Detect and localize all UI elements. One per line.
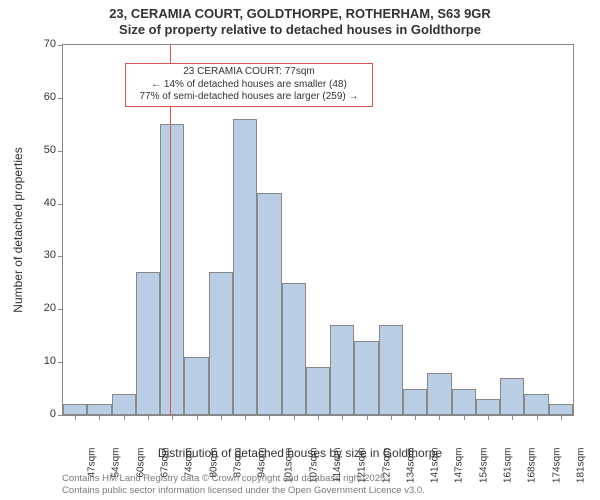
bar [136, 272, 160, 415]
xtick-mark [269, 415, 270, 420]
xtick-mark [318, 415, 319, 420]
bar [354, 341, 378, 415]
footer-line-1: Contains HM Land Registry data © Crown c… [62, 473, 425, 484]
xtick-mark [245, 415, 246, 420]
bar [379, 325, 403, 415]
xtick-mark [124, 415, 125, 420]
bar [87, 404, 111, 415]
ytick-label: 20 [16, 302, 56, 314]
annotation-box: 23 CERAMIA COURT: 77sqm← 14% of detached… [125, 63, 373, 107]
ytick-label: 0 [16, 408, 56, 420]
bar [524, 394, 548, 415]
xtick-mark [439, 415, 440, 420]
chart-title: 23, CERAMIA COURT, GOLDTHORPE, ROTHERHAM… [0, 6, 600, 37]
bar [63, 404, 87, 415]
bar [330, 325, 354, 415]
title-line-2: Size of property relative to detached ho… [0, 22, 600, 38]
xtick-mark [488, 415, 489, 420]
xtick-mark [561, 415, 562, 420]
footer-line-2: Contains public sector information licen… [62, 485, 425, 496]
xtick-mark [99, 415, 100, 420]
xtick-mark [367, 415, 368, 420]
xtick-mark [512, 415, 513, 420]
ytick-mark [58, 98, 63, 99]
bar [257, 193, 281, 415]
xtick-mark [342, 415, 343, 420]
xtick-mark [294, 415, 295, 420]
xtick-mark [221, 415, 222, 420]
xtick-mark [197, 415, 198, 420]
bar [500, 378, 524, 415]
annotation-line: 77% of semi-detached houses are larger (… [132, 91, 366, 104]
bar [282, 283, 306, 415]
ytick-mark [58, 204, 63, 205]
plot-area: 23 CERAMIA COURT: 77sqm← 14% of detached… [62, 44, 574, 416]
annotation-line: 23 CERAMIA COURT: 77sqm [132, 66, 366, 79]
ytick-mark [58, 415, 63, 416]
title-line-1: 23, CERAMIA COURT, GOLDTHORPE, ROTHERHAM… [0, 6, 600, 22]
ytick-label: 30 [16, 249, 56, 261]
ytick-mark [58, 362, 63, 363]
xtick-mark [148, 415, 149, 420]
ytick-mark [58, 256, 63, 257]
xtick-mark [75, 415, 76, 420]
ytick-mark [58, 309, 63, 310]
chart-container: 23, CERAMIA COURT, GOLDTHORPE, ROTHERHAM… [0, 0, 600, 500]
bar [403, 389, 427, 415]
annotation-line: ← 14% of detached houses are smaller (48… [132, 79, 366, 92]
ytick-label: 60 [16, 91, 56, 103]
footer-attribution: Contains HM Land Registry data © Crown c… [62, 473, 425, 496]
x-axis-title: Distribution of detached houses by size … [0, 446, 600, 460]
bar [549, 404, 573, 415]
ytick-mark [58, 45, 63, 46]
ytick-label: 50 [16, 144, 56, 156]
bar [476, 399, 500, 415]
bar [160, 124, 184, 415]
bar [209, 272, 233, 415]
xtick-mark [172, 415, 173, 420]
bar [233, 119, 257, 415]
y-axis-title: Number of detached properties [11, 147, 25, 312]
bar [427, 373, 451, 415]
xtick-mark [415, 415, 416, 420]
bar [112, 394, 136, 415]
xtick-mark [537, 415, 538, 420]
bar [306, 367, 330, 415]
xtick-mark [464, 415, 465, 420]
bar [452, 389, 476, 415]
ytick-mark [58, 151, 63, 152]
xtick-mark [391, 415, 392, 420]
plot-wrap: 23 CERAMIA COURT: 77sqm← 14% of detached… [62, 44, 572, 414]
ytick-label: 40 [16, 197, 56, 209]
ytick-label: 70 [16, 38, 56, 50]
ytick-label: 10 [16, 355, 56, 367]
bar [184, 357, 208, 415]
